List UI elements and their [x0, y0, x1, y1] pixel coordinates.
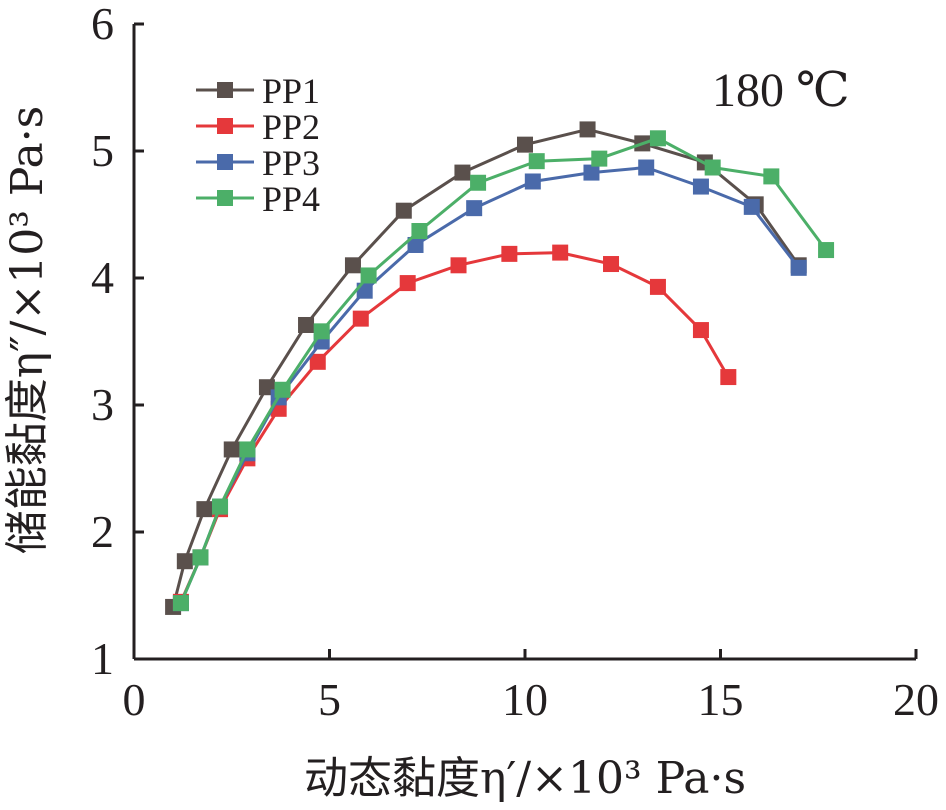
- series-pp4: [172, 130, 835, 612]
- data-point: [743, 198, 760, 215]
- legend-item-pp2: PP2: [196, 107, 320, 147]
- legend-item-pp1: PP1: [196, 71, 320, 111]
- data-point: [360, 267, 377, 284]
- data-point: [763, 168, 780, 185]
- legend-marker: [217, 82, 233, 98]
- legend-marker: [217, 118, 233, 134]
- data-point: [395, 202, 412, 219]
- data-point: [579, 121, 596, 138]
- axes: 0 5 10 15 20 1 2 3 4 5 6: [91, 0, 939, 725]
- legend-item-pp3: PP3: [196, 143, 320, 183]
- data-point: [274, 381, 291, 398]
- data-point: [638, 159, 655, 176]
- data-point: [407, 236, 424, 253]
- data-point: [352, 310, 369, 327]
- data-point: [399, 275, 416, 292]
- temperature-annotation: 180 ℃: [712, 64, 850, 117]
- legend-marker: [217, 154, 233, 170]
- data-point: [649, 278, 666, 295]
- data-point: [313, 323, 330, 340]
- data-point: [172, 595, 189, 612]
- data-point: [239, 441, 256, 458]
- y-tick-label: 6: [91, 0, 114, 49]
- data-point: [692, 178, 709, 195]
- series-layer: [165, 121, 835, 615]
- data-point: [223, 441, 240, 458]
- data-point: [212, 498, 229, 515]
- data-point: [192, 549, 209, 566]
- data-point: [603, 256, 620, 273]
- data-point: [818, 242, 835, 259]
- legend-label: PP2: [262, 107, 320, 147]
- data-point: [309, 353, 326, 370]
- data-point: [344, 257, 361, 274]
- data-point: [552, 244, 569, 261]
- y-tick-label: 3: [91, 379, 114, 430]
- y-tick-label: 1: [91, 633, 114, 684]
- data-point: [411, 223, 428, 240]
- legend-label: PP4: [262, 179, 320, 219]
- legend-item-pp4: PP4: [196, 179, 320, 219]
- data-point: [583, 164, 600, 181]
- data-point: [517, 136, 533, 153]
- data-point: [501, 245, 518, 262]
- x-tick-label: 15: [698, 674, 744, 725]
- data-point: [704, 159, 721, 176]
- x-tick-label: 0: [123, 674, 146, 725]
- x-tick-label: 20: [893, 674, 939, 725]
- data-point: [790, 259, 807, 276]
- legend-marker: [217, 190, 233, 206]
- data-point: [591, 150, 608, 167]
- data-point: [454, 164, 471, 181]
- x-tick-label: 5: [318, 674, 341, 725]
- y-tick-label: 5: [91, 125, 114, 176]
- x-tick-label: 10: [502, 674, 548, 725]
- data-point: [298, 316, 315, 333]
- data-point: [450, 257, 467, 274]
- data-point: [649, 130, 666, 147]
- y-tick-label: 2: [91, 506, 114, 557]
- series-pp2: [172, 244, 737, 610]
- legend-label: PP3: [262, 143, 320, 183]
- data-point: [466, 200, 483, 217]
- y-tick-label: 4: [91, 252, 114, 303]
- data-point: [524, 173, 541, 190]
- legend-label: PP1: [262, 71, 320, 111]
- data-point: [692, 322, 709, 339]
- y-axis-label: 储能黏度η″/×10³ Pa·s: [2, 106, 53, 555]
- x-axis-label: 动态黏度η′/×10³ Pa·s: [304, 753, 746, 804]
- data-point: [176, 553, 193, 570]
- data-point: [528, 153, 545, 170]
- data-point: [470, 174, 487, 191]
- data-point: [196, 501, 213, 518]
- data-point: [720, 369, 737, 386]
